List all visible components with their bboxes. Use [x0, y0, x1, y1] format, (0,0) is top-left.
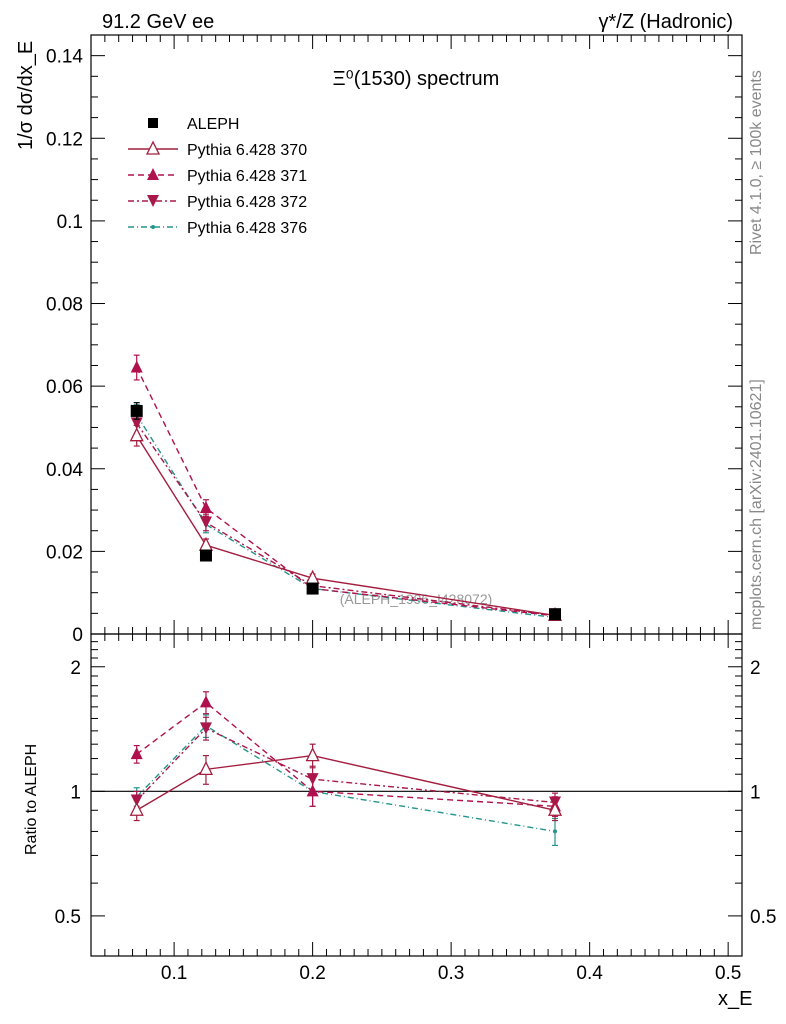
- data-point: [198, 760, 214, 776]
- legend-entry: ALEPH: [148, 116, 239, 133]
- series-line: [136, 435, 556, 617]
- main-y-tick-label: 0.08: [46, 295, 83, 316]
- legend-label: Pythia 6.428 370: [187, 142, 307, 159]
- ratio-y-tick-label-right: 0.5: [750, 907, 776, 928]
- series-line: [136, 422, 556, 617]
- series-line: [136, 414, 556, 619]
- series-pythia-6-428-376: [133, 404, 559, 620]
- ratio-series-group: [129, 691, 563, 847]
- main-y-tick-label: 0.1: [57, 212, 83, 233]
- ratio-y-tick-label-left: 2: [70, 658, 81, 679]
- ratio-y-tick-labels: 0.5 0.5 1 1 2 2: [55, 658, 777, 928]
- data-point: [129, 427, 144, 442]
- data-point: [199, 549, 212, 562]
- legend-marker: [147, 195, 159, 207]
- ratio-frame: [90, 633, 743, 957]
- legend-label: ALEPH: [187, 116, 239, 133]
- data-point: [199, 501, 212, 514]
- data-point: [306, 784, 319, 797]
- data-point: [130, 747, 143, 760]
- x-tick-label: 0.5: [715, 963, 741, 984]
- data-point: [305, 747, 320, 762]
- legend-marker: [151, 225, 155, 229]
- ratio-y-tick-label-right: 2: [750, 658, 761, 679]
- ratio-panel: 0.5 0.5 1 1 2 2 0.1 0.2 0.3 0.4 0.5 Ratio to ALEP…: [23, 633, 777, 1010]
- data-point: [199, 516, 212, 529]
- legend-marker: [145, 140, 161, 155]
- data-point: [547, 801, 563, 816]
- ratio-y-tick-label-left: 0.5: [55, 907, 81, 928]
- legend-entry: Pythia 6.428 371: [128, 168, 307, 185]
- legend-entry: Pythia 6.428 376: [128, 220, 307, 237]
- main-y-tick-label: 0: [72, 625, 83, 646]
- data-point: [198, 536, 214, 551]
- ratio-ticks: [90, 633, 743, 957]
- legend-marker: [148, 118, 158, 128]
- series-line: [136, 701, 556, 808]
- main-y-tick-label: 0.14: [46, 47, 83, 68]
- x-tick-label: 0.2: [299, 963, 325, 984]
- series-aleph: [130, 402, 562, 621]
- legend-label: Pythia 6.428 376: [187, 220, 307, 237]
- data-point: [199, 695, 212, 708]
- x-axis-label: x_E: [718, 988, 752, 1010]
- data-point: [130, 417, 143, 430]
- main-y-label: 1/σ dσ/dx_E: [15, 41, 37, 150]
- rivet-version-text: Rivet 4.1.0, ≥ 100k events: [748, 70, 765, 255]
- main-ticks: [90, 35, 743, 635]
- main-y-tick-label: 0.12: [46, 129, 83, 150]
- data-point: [553, 829, 558, 834]
- data-point: [306, 582, 319, 595]
- mcplots-credit-text: mcplots.cern.ch [arXiv:2401.10621]: [748, 379, 765, 630]
- series-pythia-6-428-372: [130, 716, 562, 813]
- legend-label: Pythia 6.428 371: [187, 168, 307, 185]
- legend-entry: Pythia 6.428 372: [128, 194, 307, 211]
- series-line: [136, 754, 556, 811]
- legend-entry: Pythia 6.428 370: [128, 140, 307, 159]
- main-y-tick-label: 0.02: [46, 542, 83, 563]
- series-line: [136, 724, 556, 833]
- data-point: [549, 608, 562, 621]
- x-tick-labels: 0.1 0.2 0.3 0.4 0.5: [161, 963, 741, 984]
- series-pythia-6-428-376: [133, 714, 559, 847]
- main-y-tick-labels: 0 0.02 0.04 0.06 0.08 0.1 0.12 0.14: [46, 47, 83, 646]
- data-point: [130, 404, 143, 417]
- x-tick-label: 0.4: [576, 963, 603, 984]
- data-point: [130, 360, 143, 373]
- data-point: [199, 722, 212, 735]
- header-left-title: 91.2 GeV ee: [102, 11, 214, 33]
- legend-marker: [147, 168, 159, 180]
- main-y-tick-label: 0.04: [46, 460, 83, 481]
- data-point: [129, 801, 144, 816]
- series-pythia-6-428-371: [130, 354, 562, 621]
- x-tick-label: 0.3: [438, 963, 464, 984]
- series-line: [136, 727, 556, 804]
- main-y-tick-label: 0.06: [46, 377, 83, 398]
- ratio-y-tick-label-left: 1: [70, 782, 81, 803]
- series-line: [136, 367, 556, 617]
- ratio-y-label: Ratio to ALEPH: [23, 744, 40, 855]
- main-panel: 0 0.02 0.04 0.06 0.08 0.1 0.12 0.14 Ξ⁰(1530) sp…: [15, 34, 743, 646]
- legend-label: Pythia 6.428 372: [187, 194, 307, 211]
- legend: ALEPH Pythia 6.428 370 Pythia 6.428 371 Pyt…: [128, 116, 307, 237]
- x-tick-label: 0.1: [161, 963, 187, 984]
- series-pythia-6-428-370: [129, 743, 563, 822]
- header-right-title: γ*/Z (Hadronic): [599, 11, 733, 33]
- ratio-y-tick-label-right: 1: [750, 782, 761, 803]
- main-series-group: [129, 354, 563, 622]
- main-title: Ξ⁰(1530) spectrum: [333, 68, 500, 90]
